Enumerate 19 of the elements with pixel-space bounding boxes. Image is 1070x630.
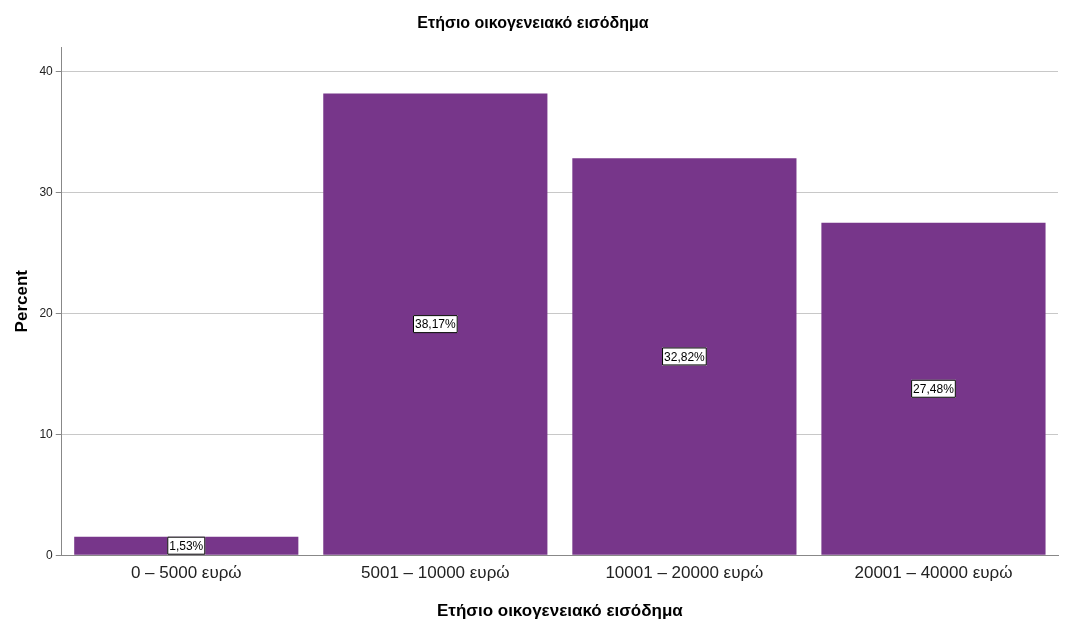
- data-label: 1,53%: [169, 539, 204, 554]
- y-tick-label: 0: [46, 547, 54, 562]
- data-label: 32,82%: [664, 349, 706, 364]
- data-label: 38,17%: [414, 317, 457, 332]
- x-tick-label: 10001 – 20000 ευρώ: [605, 563, 764, 583]
- y-axis-title: Percent: [11, 269, 31, 333]
- y-tick-label: 10: [39, 426, 54, 441]
- chart-title: Ετήσιο οικογενειακό εισόδημα: [417, 14, 649, 32]
- bar: [821, 222, 1046, 555]
- y-tick-label: 40: [39, 63, 54, 78]
- x-axis-title: Ετήσιο οικογενειακό εισόδημα: [436, 601, 684, 621]
- x-tick-label: 0 – 5000 ευρώ: [130, 563, 242, 583]
- y-tick-label: 30: [39, 184, 54, 199]
- bar: [323, 93, 548, 555]
- data-label: 27,48%: [913, 382, 955, 397]
- y-tick-label: 20: [39, 305, 54, 320]
- x-tick-label: 20001 – 40000 ευρώ: [854, 563, 1013, 583]
- x-tick-label: 5001 – 10000 ευρώ: [361, 563, 510, 583]
- bar: [572, 158, 797, 555]
